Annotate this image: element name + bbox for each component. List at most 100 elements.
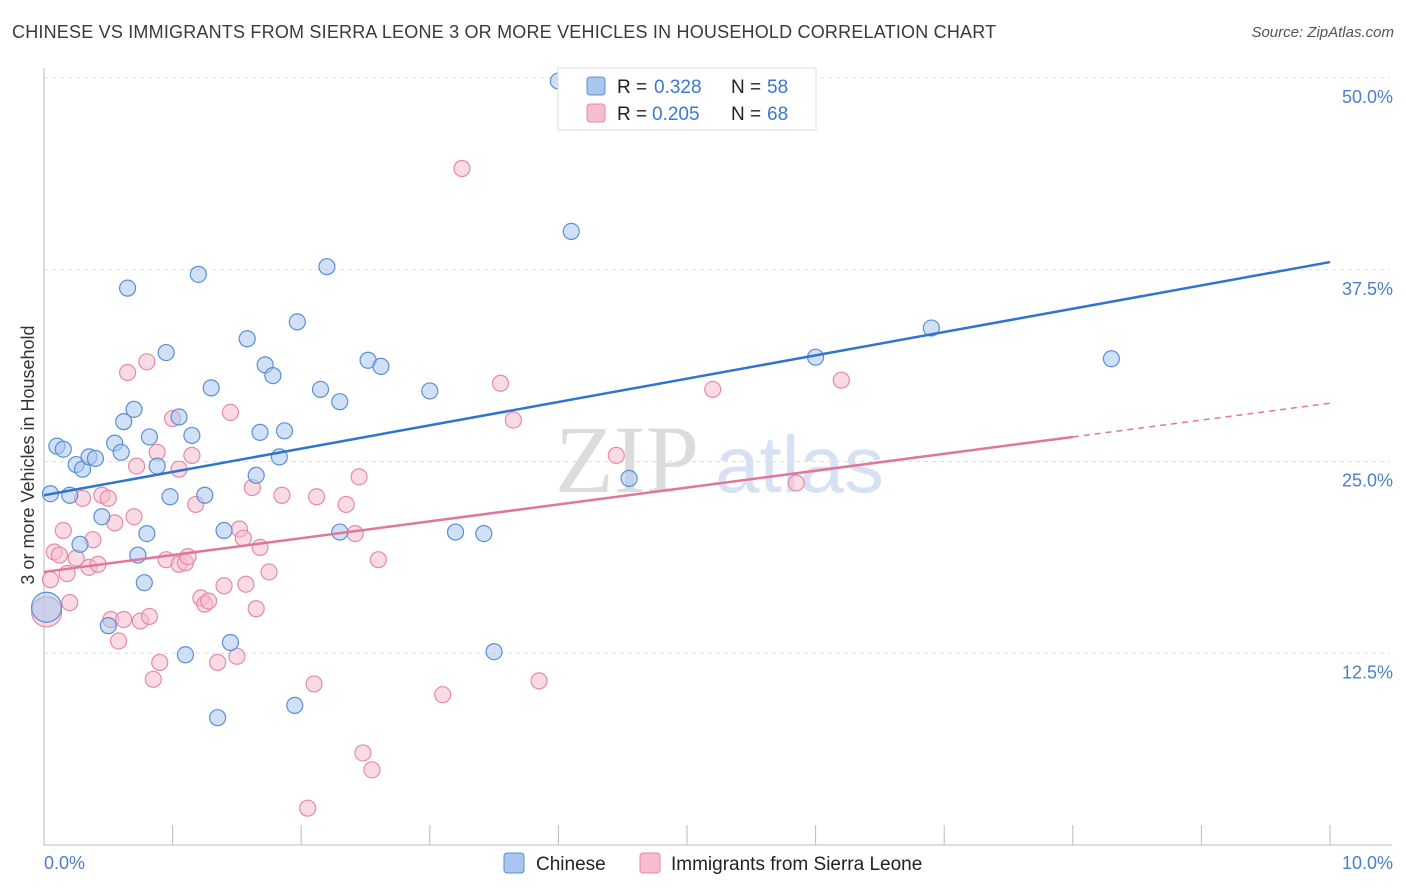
sierra-leone-point-33 xyxy=(183,446,201,464)
chinese-point-46 xyxy=(372,357,390,375)
bottom-legend-chinese: Chinese xyxy=(536,854,606,875)
sierra-leone-point-59 xyxy=(434,686,452,704)
gridlines xyxy=(44,77,1390,654)
y-tick-label-3: 50.0% xyxy=(1342,87,1393,107)
sierra-leone-point-40 xyxy=(221,403,240,422)
sierra-leone-point-44 xyxy=(237,575,255,593)
chinese-point-41 xyxy=(311,380,330,399)
chinese-point-24 xyxy=(176,646,195,664)
chinese-point-31 xyxy=(221,633,240,652)
sierra-leone-point-22 xyxy=(138,353,156,371)
chinese-point-2 xyxy=(54,440,72,458)
chinese-point-39 xyxy=(286,696,304,715)
chinese-point-23 xyxy=(170,408,188,426)
legend-r-label-2: R = xyxy=(617,104,647,125)
bottom-legend-swatch-sierra-leone xyxy=(639,852,661,874)
sierra-leone-point-20 xyxy=(127,457,146,475)
chinese-point-10 xyxy=(99,617,117,635)
source-label: Source: ZipAtlas.com xyxy=(1251,24,1394,41)
chinese-point-12 xyxy=(112,443,130,461)
sierra-leone-point-55 xyxy=(350,468,368,486)
chinese-point-17 xyxy=(135,574,153,592)
x-tick-labels: 0.0% 10.0% xyxy=(44,853,1393,873)
sierra-leone-point-53 xyxy=(337,495,355,514)
series-chinese-points xyxy=(30,72,1120,727)
sierra-leone-point-41 xyxy=(228,647,246,665)
y-tick-label-1: 25.0% xyxy=(1342,471,1393,491)
sierra-leone-point-32 xyxy=(179,548,197,566)
chinese-point-47 xyxy=(421,382,439,400)
chinese-point-25 xyxy=(183,426,201,445)
chinese-point-56 xyxy=(1102,350,1120,368)
chinese-point-9 xyxy=(93,508,111,526)
chinese-point-52 xyxy=(562,222,580,240)
sierra-leone-point-57 xyxy=(363,761,381,779)
watermark-zip: ZIP xyxy=(555,406,699,513)
axes xyxy=(43,68,1392,846)
chinese-point-5 xyxy=(71,535,89,553)
legend-n-label-2: N = xyxy=(731,104,761,125)
bottom-legend: Chinese Immigrants from Sierra Leone xyxy=(503,852,922,875)
chart-title: CHINESE VS IMMIGRANTS FROM SIERRA LEONE … xyxy=(12,22,997,42)
chinese-point-27 xyxy=(196,486,214,504)
watermark: ZIP atlas xyxy=(555,406,884,513)
chinese-point-38 xyxy=(275,422,294,440)
chinese-point-57 xyxy=(30,591,63,623)
sierra-leone-point-58 xyxy=(369,551,387,569)
chinese-point-43 xyxy=(331,393,349,411)
sierra-leone-point-6 xyxy=(61,594,79,612)
sierra-leone-point-4 xyxy=(54,521,72,540)
legend-r-label-1: R = xyxy=(617,77,647,98)
chinese-point-33 xyxy=(247,466,265,484)
sierra-leone-point-60 xyxy=(453,159,471,178)
legend-n-value-2: 68 xyxy=(767,104,788,125)
chinese-point-40 xyxy=(288,313,306,331)
sierra-leone-point-52 xyxy=(308,488,326,506)
chinese-point-42 xyxy=(318,258,336,276)
sierra-leone-point-39 xyxy=(215,577,233,595)
trend-line-sierra-leone xyxy=(43,435,1073,574)
sierra-leone-point-46 xyxy=(247,600,265,618)
bottom-legend-swatch-chinese xyxy=(503,852,525,874)
bottom-legend-sierra-leone: Immigrants from Sierra Leone xyxy=(671,854,922,875)
sierra-leone-point-56 xyxy=(354,744,372,762)
sierra-leone-point-19 xyxy=(125,508,143,526)
legend-r-value-2: 0.205 xyxy=(652,104,700,125)
trend-line-sierra-leone-extension xyxy=(1072,402,1331,438)
sierra-leone-point-50 xyxy=(299,799,317,817)
sierra-leone-point-61 xyxy=(491,374,510,392)
legend-r-value-1: 0.328 xyxy=(654,77,702,98)
sierra-leone-point-23 xyxy=(140,607,159,626)
legend-swatch-chinese xyxy=(586,76,606,96)
sierra-leone-point-13 xyxy=(99,489,117,507)
top-legend: R = 0.328 N = 58 R = 0.205 N = 68 xyxy=(557,67,817,131)
y-axis-label: 3 or more Vehicles in Household xyxy=(18,325,38,584)
chinese-point-49 xyxy=(475,524,493,543)
y-tick-label-2: 37.5% xyxy=(1342,279,1393,299)
sierra-leone-point-24 xyxy=(144,670,162,688)
chinese-point-30 xyxy=(215,521,233,540)
legend-n-value-1: 58 xyxy=(767,77,788,98)
sierra-leone-point-16 xyxy=(109,632,128,650)
sierra-leone-point-54 xyxy=(346,524,364,543)
chinese-point-55 xyxy=(922,319,940,337)
x-tick-label-1: 10.0% xyxy=(1342,853,1393,873)
y-tick-labels: 12.5% 25.0% 37.5% 50.0% xyxy=(1342,87,1393,682)
chinese-point-13 xyxy=(115,413,133,431)
sierra-leone-point-38 xyxy=(209,653,227,672)
trend-line-chinese xyxy=(43,260,1331,497)
sierra-leone-point-26 xyxy=(151,653,169,672)
sierra-leone-point-3 xyxy=(50,546,69,564)
sierra-leone-point-49 xyxy=(273,486,291,504)
chinese-point-36 xyxy=(264,366,282,385)
sierra-leone-point-66 xyxy=(787,474,805,492)
x-tick-label-0: 0.0% xyxy=(44,853,85,873)
chinese-point-14 xyxy=(118,279,137,297)
y-tick-label-0: 12.5% xyxy=(1342,662,1393,682)
sierra-leone-point-48 xyxy=(260,563,278,581)
chinese-point-28 xyxy=(202,379,220,397)
sierra-leone-point-17 xyxy=(115,610,133,629)
sierra-leone-point-1 xyxy=(41,571,60,589)
chinese-point-26 xyxy=(189,265,207,283)
